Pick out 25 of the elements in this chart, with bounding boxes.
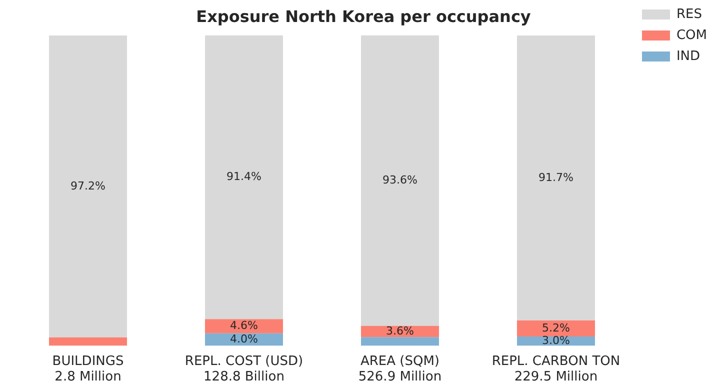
chart-title: Exposure North Korea per occupancy [196, 6, 532, 26]
data-label: 91.4% [226, 170, 262, 184]
bar [516, 320, 595, 336]
x-tick-label: REPL. CARBON TON 229.5 Million [492, 354, 620, 385]
data-label: 4.6% [230, 319, 258, 332]
legend-label: RES [676, 6, 702, 22]
bar [516, 36, 595, 320]
data-label: 91.7% [538, 170, 574, 184]
legend-label: IND [676, 48, 700, 64]
bar [49, 36, 127, 338]
x-tick-label: REPL. COST (USD) 128.8 Billion [184, 354, 304, 385]
data-label: 93.6% [382, 173, 418, 186]
bar [360, 337, 439, 346]
data-label: 4.0% [230, 332, 258, 346]
data-label: 97.2% [70, 179, 106, 192]
bar [204, 319, 283, 334]
legend-label: COM [676, 28, 708, 43]
data-label: 3.0% [542, 334, 570, 347]
bar [49, 337, 127, 346]
x-tick-label: AREA (SQM) 526.9 Million [358, 354, 442, 385]
data-label: 3.6% [386, 324, 414, 338]
data-label: 5.2% [542, 321, 570, 334]
bar [360, 35, 439, 326]
bar [204, 35, 283, 320]
x-tick-label: BUILDINGS 2.8 Million [52, 354, 124, 385]
